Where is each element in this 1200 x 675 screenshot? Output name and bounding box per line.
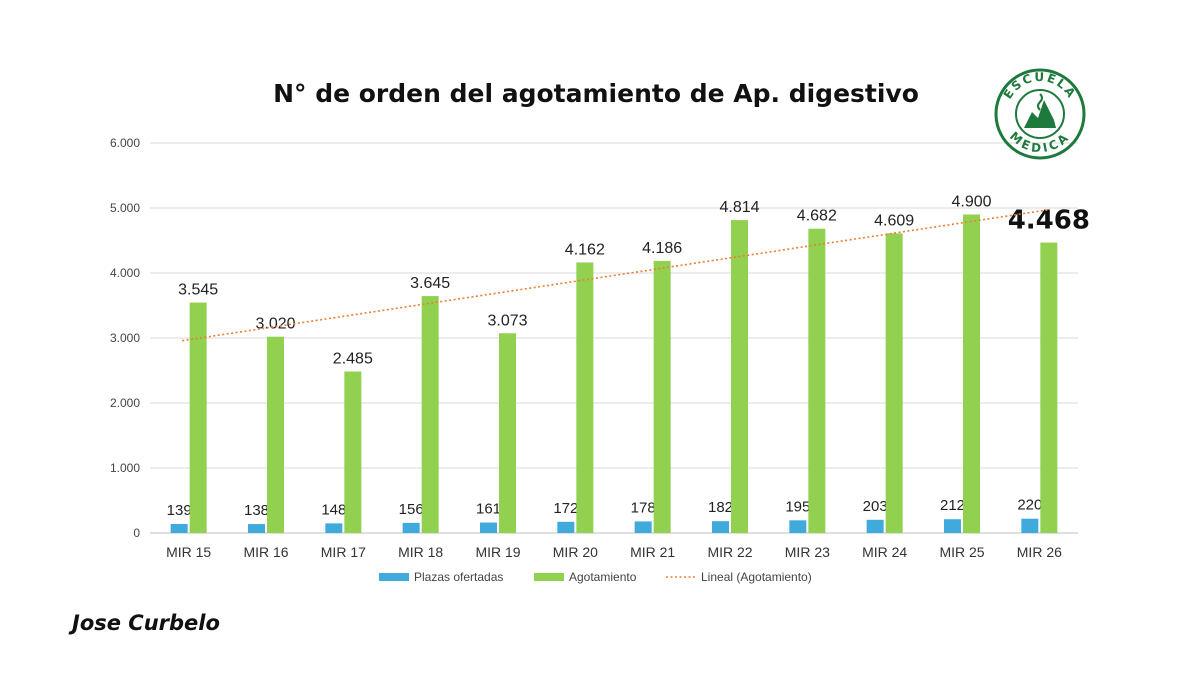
y-tick-label: 5.000 xyxy=(110,201,140,215)
data-label-plazas: 156 xyxy=(399,501,424,518)
bar-plazas-ofertadas xyxy=(944,519,961,533)
author-signature: Jose Curbelo xyxy=(72,611,220,635)
x-tick-label: MIR 23 xyxy=(785,544,830,560)
data-label-plazas: 161 xyxy=(476,501,501,518)
bar-agotamiento xyxy=(885,233,903,534)
data-label-agotamiento: 4.814 xyxy=(719,199,759,216)
bar-agotamiento xyxy=(189,302,207,533)
data-label-agotamiento-latest: 4.468 xyxy=(1008,206,1090,236)
data-label-agotamiento: 4.609 xyxy=(874,212,914,229)
data-label-agotamiento: 3.645 xyxy=(410,275,450,292)
y-tick-label: 2.000 xyxy=(110,396,140,410)
bar-agotamiento xyxy=(731,220,748,533)
legend-label-trendline: Lineal (Agotamiento) xyxy=(701,570,812,584)
legend-swatch-agotamiento xyxy=(534,573,564,581)
bar-agotamiento xyxy=(1040,242,1058,533)
data-label-plazas: 195 xyxy=(785,498,810,515)
data-label-agotamiento: 4.162 xyxy=(565,241,605,258)
bar-agotamiento xyxy=(808,228,826,534)
data-label-plazas: 220 xyxy=(1017,497,1042,514)
bar-agotamiento xyxy=(267,336,284,533)
x-tick-label: MIR 16 xyxy=(243,544,288,560)
data-label-plazas: 172 xyxy=(553,500,578,517)
x-tick-label: MIR 17 xyxy=(321,544,366,560)
bar-agotamiento xyxy=(499,333,516,533)
data-label-plazas: 139 xyxy=(167,502,192,519)
data-label-plazas: 178 xyxy=(631,499,656,516)
bar-plazas-ofertadas xyxy=(866,519,884,533)
y-tick-label: 1.000 xyxy=(110,461,140,475)
data-label-plazas: 203 xyxy=(863,498,888,515)
x-tick-label: MIR 15 xyxy=(166,544,211,560)
legend-label-agotamiento: Agotamiento xyxy=(569,570,637,584)
bar-plazas-ofertadas xyxy=(325,523,343,533)
bar-agotamiento xyxy=(653,260,671,533)
x-tick-label: MIR 26 xyxy=(1017,544,1062,560)
x-tick-label: MIR 20 xyxy=(553,544,598,560)
data-label-agotamiento: 4.186 xyxy=(642,240,682,257)
data-label-agotamiento: 2.485 xyxy=(333,350,373,367)
bar-plazas-ofertadas xyxy=(480,522,497,533)
data-label-agotamiento: 3.545 xyxy=(178,282,218,299)
data-label-plazas: 138 xyxy=(244,502,269,519)
bar-plazas-ofertadas xyxy=(789,520,807,533)
bar-agotamiento xyxy=(421,296,439,533)
y-tick-label: 4.000 xyxy=(110,266,140,280)
x-tick-label: MIR 18 xyxy=(398,544,443,560)
chart-title: N° de orden del agotamiento de Ap. diges… xyxy=(273,79,919,108)
bar-plazas-ofertadas xyxy=(634,521,652,533)
x-tick-label: MIR 25 xyxy=(939,544,984,560)
legend-label-plazas: Plazas ofertadas xyxy=(414,570,503,584)
legend-swatch-plazas xyxy=(379,573,409,581)
data-label-plazas: 182 xyxy=(708,499,733,516)
data-label-agotamiento: 4.682 xyxy=(797,208,837,225)
data-label-plazas: 148 xyxy=(321,501,346,518)
y-tick-label: 0 xyxy=(133,526,140,540)
data-label-agotamiento: 4.900 xyxy=(951,194,991,211)
x-tick-label: MIR 22 xyxy=(707,544,752,560)
svg-text:ESCUELA: ESCUELA xyxy=(1001,70,1080,101)
bar-agotamiento xyxy=(963,214,980,533)
data-label-agotamiento: 3.073 xyxy=(487,312,527,329)
bar-plazas-ofertadas xyxy=(248,524,265,533)
bar-plazas-ofertadas xyxy=(557,521,575,533)
data-label-agotamiento: 3.020 xyxy=(255,316,295,333)
x-tick-label: MIR 19 xyxy=(475,544,520,560)
bar-plazas-ofertadas xyxy=(170,523,188,533)
bar-agotamiento xyxy=(576,262,594,533)
escuela-medica-logo: ESCUELA MEDICA xyxy=(994,68,1086,160)
x-tick-label: MIR 21 xyxy=(630,544,675,560)
data-label-plazas: 212 xyxy=(940,497,965,514)
y-tick-label: 3.000 xyxy=(110,331,140,345)
trendline-agotamiento xyxy=(182,208,1049,342)
x-tick-label: MIR 24 xyxy=(862,544,907,560)
bar-plazas-ofertadas xyxy=(1021,518,1039,533)
y-tick-label: 6.000 xyxy=(110,136,140,150)
bar-plazas-ofertadas xyxy=(402,522,420,533)
bar-plazas-ofertadas xyxy=(712,521,729,533)
bar-agotamiento xyxy=(344,371,362,533)
